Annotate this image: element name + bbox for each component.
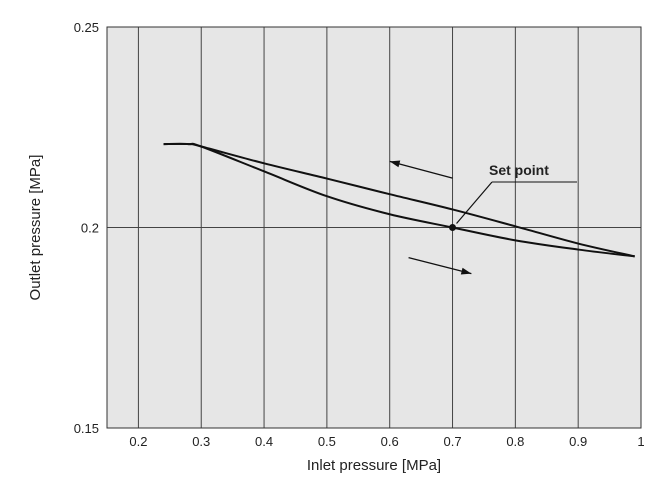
set-point-label: Set point [489, 162, 549, 178]
x-tick-label: 0.5 [318, 434, 336, 449]
arrow-increasing [408, 256, 472, 275]
x-axis-label: Inlet pressure [MPa] [307, 457, 441, 474]
x-tick-label: 0.8 [506, 434, 524, 449]
y-tick-label: 0.25 [74, 20, 99, 35]
set-point-leader [456, 181, 493, 224]
x-tick-label: 1 [637, 434, 644, 449]
x-tick-labels: 0.2 0.3 0.4 0.5 0.6 0.7 0.8 0.9 1 [129, 434, 644, 449]
x-tick-label: 0.4 [255, 434, 273, 449]
y-tick-labels: 0.15 0.2 0.25 [74, 20, 99, 436]
x-tick-label: 0.6 [381, 434, 399, 449]
y-tick-label: 0.2 [81, 221, 99, 236]
x-tick-label: 0.9 [569, 434, 587, 449]
plot-border [106, 26, 642, 429]
series-group [163, 142, 635, 258]
y-tick-label: 0.15 [74, 421, 99, 436]
x-tick-label: 0.3 [192, 434, 210, 449]
direction-arrows [389, 160, 472, 275]
arrow-decreasing [389, 160, 453, 179]
set-point-marker [449, 224, 457, 231]
x-tick-label: 0.2 [129, 434, 147, 449]
x-tick-label: 0.7 [443, 434, 461, 449]
arrow-increasing-shaft [408, 256, 472, 275]
annotation-group: Set point [449, 162, 577, 231]
series-line-increasing [163, 142, 635, 258]
y-axis-label: Outlet pressure [MPa] [27, 155, 44, 301]
arrow-decreasing-shaft [389, 160, 453, 179]
arrow-decreasing-head [389, 160, 401, 168]
arrow-increasing-head [460, 267, 472, 275]
